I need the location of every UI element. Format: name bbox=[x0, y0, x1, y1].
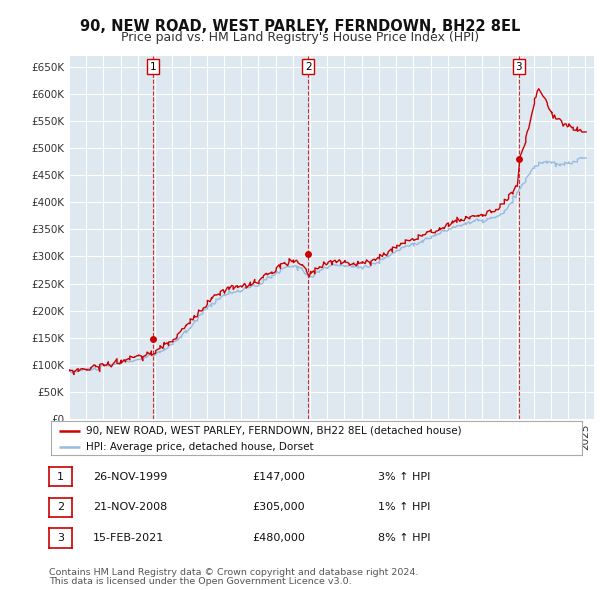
Text: HPI: Average price, detached house, Dorset: HPI: Average price, detached house, Dors… bbox=[86, 442, 313, 452]
Text: 90, NEW ROAD, WEST PARLEY, FERNDOWN, BH22 8EL: 90, NEW ROAD, WEST PARLEY, FERNDOWN, BH2… bbox=[80, 19, 520, 34]
Text: 8% ↑ HPI: 8% ↑ HPI bbox=[378, 533, 431, 543]
Text: 3: 3 bbox=[515, 62, 522, 72]
Text: 3% ↑ HPI: 3% ↑ HPI bbox=[378, 472, 430, 481]
Text: £147,000: £147,000 bbox=[252, 472, 305, 481]
Text: This data is licensed under the Open Government Licence v3.0.: This data is licensed under the Open Gov… bbox=[49, 577, 352, 586]
Text: Contains HM Land Registry data © Crown copyright and database right 2024.: Contains HM Land Registry data © Crown c… bbox=[49, 568, 419, 577]
Text: 15-FEB-2021: 15-FEB-2021 bbox=[93, 533, 164, 543]
Text: 3: 3 bbox=[57, 533, 64, 543]
Text: Price paid vs. HM Land Registry's House Price Index (HPI): Price paid vs. HM Land Registry's House … bbox=[121, 31, 479, 44]
Text: 1% ↑ HPI: 1% ↑ HPI bbox=[378, 503, 430, 512]
Text: £480,000: £480,000 bbox=[252, 533, 305, 543]
Text: 1: 1 bbox=[57, 472, 64, 481]
Text: 2: 2 bbox=[305, 62, 311, 72]
Text: £305,000: £305,000 bbox=[252, 503, 305, 512]
Text: 26-NOV-1999: 26-NOV-1999 bbox=[93, 472, 167, 481]
Text: 1: 1 bbox=[150, 62, 157, 72]
Text: 21-NOV-2008: 21-NOV-2008 bbox=[93, 503, 167, 512]
Text: 2: 2 bbox=[57, 503, 64, 512]
Text: 90, NEW ROAD, WEST PARLEY, FERNDOWN, BH22 8EL (detached house): 90, NEW ROAD, WEST PARLEY, FERNDOWN, BH2… bbox=[86, 426, 461, 436]
